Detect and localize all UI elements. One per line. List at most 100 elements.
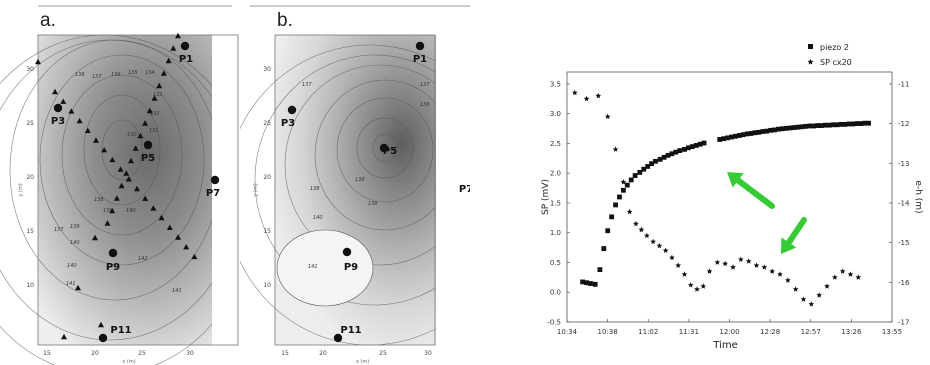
y2-tick-label: -16 — [898, 279, 910, 287]
piezo-point — [842, 121, 848, 127]
electrode-marker — [165, 57, 172, 64]
piezo-point — [764, 128, 770, 134]
well-marker — [53, 103, 63, 113]
contour-value-label: 141 — [172, 288, 182, 294]
x-axis-label: x (m) — [122, 359, 135, 365]
contour-line — [0, 39, 240, 341]
y2-tick-label: -15 — [898, 239, 909, 247]
electrode-marker — [132, 145, 139, 151]
electrode-marker — [109, 207, 116, 214]
piezo-point — [617, 194, 622, 200]
y2-tick-label: -12 — [898, 120, 909, 128]
piezo-point — [597, 267, 603, 273]
y2-tick-label: -11 — [898, 80, 909, 88]
well-marker — [379, 143, 389, 153]
piezo-point — [609, 214, 615, 220]
piezo-point — [752, 130, 758, 136]
sp-point — [669, 254, 675, 261]
contour-value-label: 136 — [420, 102, 430, 108]
legend-marker-sp — [807, 58, 814, 65]
sp-point — [839, 268, 846, 274]
sp-point — [675, 262, 682, 268]
electrode-marker — [128, 157, 134, 164]
x-tick-label: 11:31 — [679, 328, 699, 336]
piezo-point — [689, 144, 695, 150]
sp-point — [681, 271, 688, 277]
electrode-marker — [101, 147, 108, 153]
piezo-point — [620, 187, 626, 193]
x-tick-label: 25 — [138, 350, 146, 357]
piezo-point — [807, 123, 813, 129]
contour-value-label: 140 — [70, 240, 80, 246]
electrode-marker — [75, 284, 81, 291]
contour-value-label: 141 — [308, 264, 318, 270]
contour-line — [83, 94, 161, 206]
sp-point — [633, 220, 639, 227]
piezo-point — [701, 140, 707, 146]
x-tick-label: 12:28 — [760, 328, 780, 336]
piezo-point — [779, 126, 785, 132]
x-tick-label: 13:26 — [841, 328, 862, 336]
piezo-point — [744, 131, 750, 137]
contour-value-label: 138 — [75, 72, 85, 78]
piezo-point — [725, 135, 730, 141]
contour-value-label: 138 — [368, 201, 378, 207]
piezo-point — [673, 149, 679, 155]
electrode-marker — [117, 166, 124, 172]
sp-point — [738, 256, 744, 262]
sp-point — [687, 282, 694, 288]
sp-point — [847, 271, 854, 277]
piezo-point — [760, 129, 766, 134]
sp-point — [792, 286, 799, 292]
contour-line — [61, 74, 183, 236]
y-tick-label: 10 — [263, 282, 271, 289]
contour-value-label: 131 — [149, 128, 159, 134]
piezo-point — [748, 131, 754, 136]
well-marker — [143, 140, 153, 150]
piezo-point — [795, 124, 801, 130]
piezo-point — [862, 120, 867, 126]
electrode-marker — [104, 220, 111, 226]
piezo-point — [799, 124, 805, 130]
electrode-marker — [52, 88, 58, 95]
annotation-arrow-sp-shaft — [785, 217, 807, 246]
electrode-marker — [151, 95, 158, 101]
contour-value-label: 135 — [128, 70, 138, 76]
panel-label: a. — [40, 10, 56, 31]
piezo-point — [669, 151, 675, 157]
well-label: P3 — [51, 116, 65, 127]
electrode-marker — [125, 176, 132, 182]
contour-value-label: 139 — [103, 208, 113, 214]
piezo-point — [803, 123, 809, 129]
sp-point — [816, 292, 822, 298]
y-tick-label: 20 — [26, 174, 34, 181]
piezo-point — [641, 166, 647, 172]
electrode-marker — [92, 234, 98, 241]
piezo-point — [605, 228, 611, 234]
y2-tick-label: -17 — [898, 319, 909, 327]
piezo-point — [826, 122, 832, 128]
piezo-point — [768, 127, 774, 133]
sp-point — [753, 262, 760, 268]
well-marker — [333, 333, 343, 343]
contour-map-b: b. 15 20 25 30 10 15 20 25 30 y (m) x (m) 137 137 136 1… — [240, 5, 470, 365]
sp-point — [785, 277, 791, 283]
piezo-point — [661, 154, 667, 160]
piezo-point — [838, 121, 844, 127]
y-axis-label: y (m) — [18, 183, 24, 196]
sp-point — [612, 146, 619, 152]
contour-line — [336, 97, 434, 203]
y2-axis-label: e-h (m) — [913, 180, 923, 213]
electrode-marker — [98, 321, 104, 328]
well-marker — [180, 41, 190, 51]
piezo-point — [791, 125, 797, 130]
contour-value-label: 134 — [145, 70, 155, 76]
electrode-marker — [158, 214, 165, 221]
unmapped-area — [436, 35, 470, 345]
sp-point — [650, 238, 656, 245]
well-label: P9 — [344, 262, 358, 273]
y-tick-label: 2.5 — [550, 140, 561, 148]
piezo-point — [677, 148, 683, 153]
x-tick-label: 11:02 — [638, 328, 658, 336]
piezo-point — [580, 279, 586, 285]
